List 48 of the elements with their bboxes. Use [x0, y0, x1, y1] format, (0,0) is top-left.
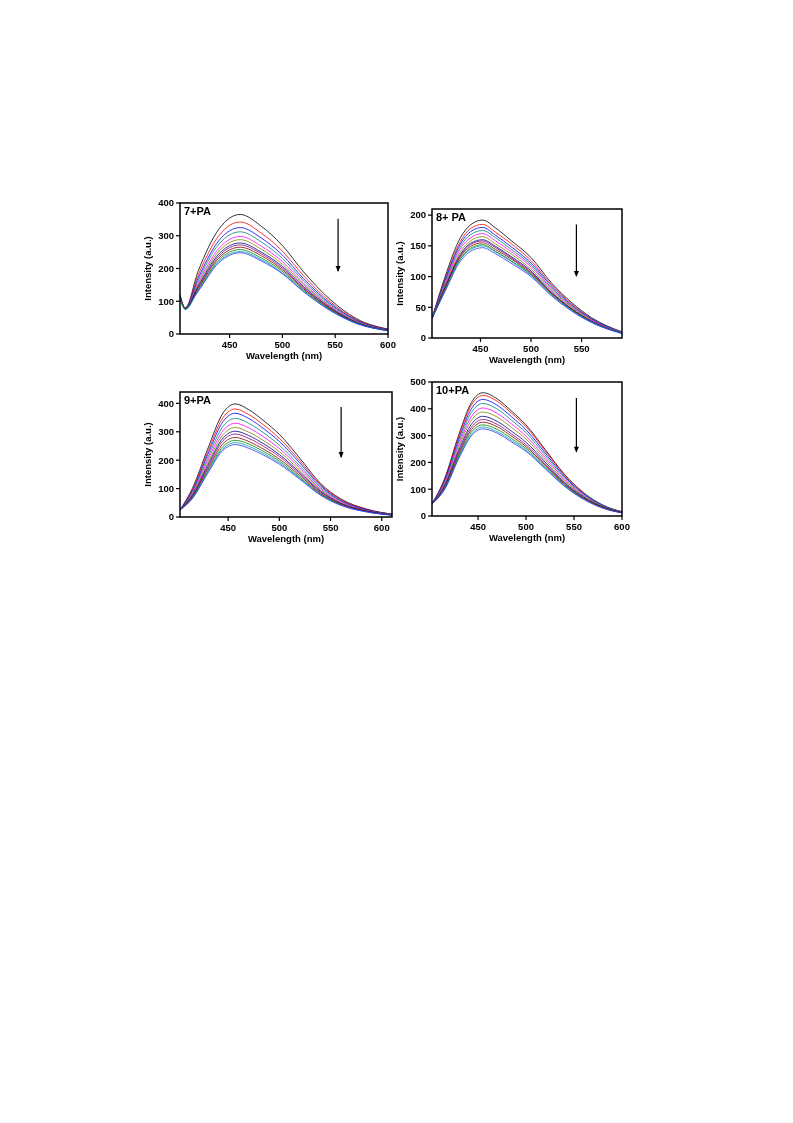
x-tick-label: 550 — [573, 343, 590, 354]
x-tick-label: 550 — [566, 521, 582, 532]
y-axis-title: Intensity (a.u.) — [142, 236, 153, 301]
x-tick-label: 500 — [271, 522, 288, 533]
x-axis-title: Wavelength (nm) — [245, 350, 323, 361]
y-tick-label: 0 — [420, 332, 426, 344]
y-tick-label: 150 — [410, 240, 426, 252]
x-tick-label: 550 — [322, 522, 339, 533]
x-tick-label: 450 — [221, 339, 238, 350]
y-axis-title: Intensity (a.u.) — [142, 422, 153, 487]
chart-title: 9+PA — [184, 394, 212, 406]
y-tick-label: 400 — [158, 197, 174, 209]
y-tick-label: 100 — [410, 483, 426, 495]
x-tick-label: 500 — [274, 339, 291, 350]
y-tick-label: 200 — [410, 456, 426, 468]
chart-title: 10+PA — [436, 384, 470, 396]
x-tick-label: 600 — [614, 521, 630, 532]
y-axis-title: Intensity (a.u.) — [394, 241, 405, 306]
chart-title: 8+ PA — [436, 211, 467, 223]
chart-title: 7+PA — [184, 205, 212, 217]
y-tick-label: 200 — [410, 209, 426, 221]
y-tick-label: 200 — [158, 454, 174, 466]
y-tick-label: 50 — [415, 301, 426, 313]
x-tick-label: 550 — [327, 339, 344, 350]
y-tick-label: 0 — [420, 510, 426, 522]
y-tick-label: 200 — [158, 262, 174, 274]
y-tick-label: 300 — [158, 230, 174, 242]
x-axis-title: Wavelength (nm) — [488, 532, 566, 543]
x-tick-label: 600 — [373, 522, 390, 533]
x-tick-label: 450 — [470, 521, 486, 532]
x-tick-label: 450 — [220, 522, 237, 533]
y-tick-label: 100 — [158, 295, 174, 307]
y-tick-label: 100 — [410, 270, 426, 282]
x-axis-title: Wavelength (nm) — [247, 533, 325, 544]
x-tick-label: 500 — [523, 343, 539, 354]
y-tick-label: 500 — [410, 376, 426, 388]
x-axis-title: Wavelength (nm) — [488, 354, 566, 365]
x-tick-label: 500 — [518, 521, 534, 532]
y-tick-label: 100 — [158, 482, 174, 494]
y-tick-label: 0 — [168, 511, 174, 523]
y-axis-title: Intensity (a.u.) — [394, 416, 405, 482]
y-tick-label: 300 — [410, 429, 426, 441]
y-tick-label: 400 — [410, 403, 426, 415]
y-tick-label: 0 — [168, 328, 174, 340]
y-tick-label: 400 — [158, 397, 174, 409]
x-tick-label: 600 — [380, 339, 396, 350]
y-tick-label: 300 — [158, 426, 174, 438]
x-tick-label: 450 — [472, 343, 489, 354]
